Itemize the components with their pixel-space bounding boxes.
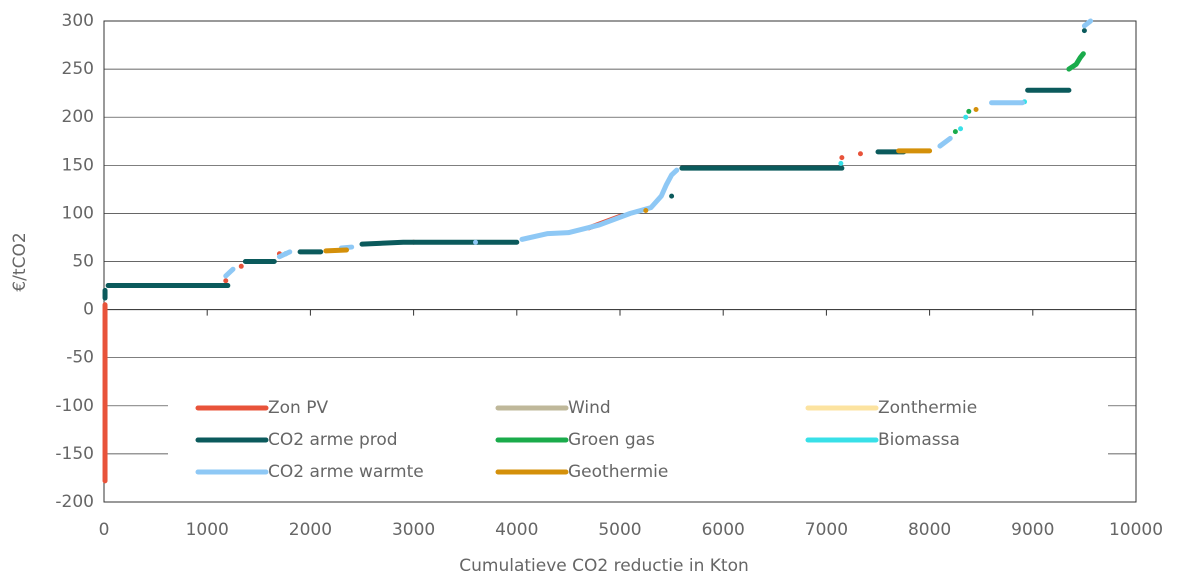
legend-label: Groen gas	[568, 430, 655, 450]
y-tick-label: -150	[55, 444, 94, 464]
series-line	[838, 99, 1028, 166]
x-tick-label: 7000	[805, 520, 848, 540]
y-tick-label: 150	[62, 155, 94, 175]
x-tick-label: 3000	[392, 520, 435, 540]
x-tick-label: 6000	[702, 520, 745, 540]
y-tick-label: -50	[66, 348, 94, 368]
y-tick-label: 0	[83, 300, 94, 320]
legend-label: Biomassa	[878, 430, 960, 450]
y-tick-label: 100	[62, 203, 94, 223]
x-tick-label: 0	[99, 520, 110, 540]
series-line	[223, 18, 1094, 279]
legend-box	[168, 390, 1108, 488]
legend-label: Geothermie	[568, 462, 668, 482]
y-tick-label: 200	[62, 107, 94, 127]
legend-label: Zon PV	[268, 398, 328, 418]
series-line	[283, 51, 1086, 257]
legend-label: CO2 arme warmte	[268, 462, 424, 482]
x-tick-label: 4000	[495, 520, 538, 540]
x-tick-label: 10000	[1109, 520, 1163, 540]
x-tick-label: 8000	[908, 520, 951, 540]
y-axis-label: €/tCO2	[10, 232, 30, 291]
y-tick-label: 50	[72, 252, 94, 272]
x-axis-label: Cumulatieve CO2 reductie in Kton	[459, 556, 749, 576]
plot-border	[103, 20, 1137, 503]
y-tick-label: -200	[55, 492, 94, 512]
legend-label: Zonthermie	[878, 398, 977, 418]
y-tick-label: 300	[62, 11, 94, 31]
x-tick-label: 1000	[186, 520, 229, 540]
y-tick-label: 250	[62, 59, 94, 79]
x-tick-label: 5000	[598, 520, 641, 540]
series-line	[102, 28, 1087, 301]
y-tick-label: -100	[55, 396, 94, 416]
series-line	[323, 107, 979, 254]
legend-label: Wind	[568, 398, 611, 418]
x-tick-label: 2000	[289, 520, 332, 540]
legend-label: CO2 arme prod	[268, 430, 398, 450]
x-tick-label: 9000	[1011, 520, 1054, 540]
